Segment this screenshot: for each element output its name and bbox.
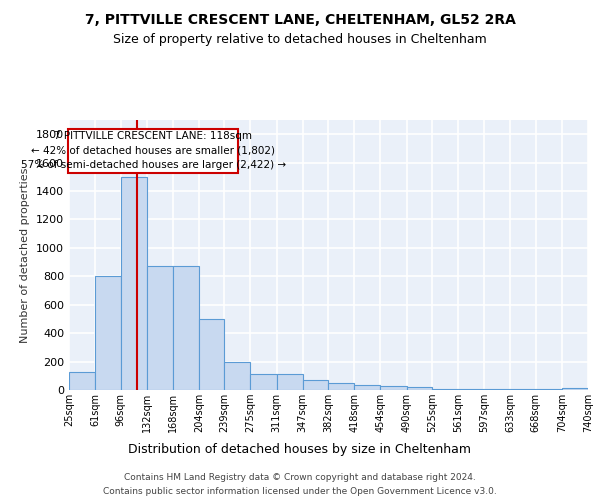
Bar <box>562 388 588 390</box>
FancyBboxPatch shape <box>68 130 238 172</box>
Bar <box>328 383 354 390</box>
Text: Contains HM Land Registry data © Crown copyright and database right 2024.: Contains HM Land Registry data © Crown c… <box>124 472 476 482</box>
Bar <box>380 386 407 390</box>
Text: ← 42% of detached houses are smaller (1,802): ← 42% of detached houses are smaller (1,… <box>31 146 275 156</box>
Text: 57% of semi-detached houses are larger (2,422) →: 57% of semi-detached houses are larger (… <box>20 160 286 170</box>
Bar <box>224 362 250 390</box>
Bar <box>95 276 121 390</box>
Bar <box>146 266 173 390</box>
Bar <box>173 266 199 390</box>
Text: 7 PITTVILLE CRESCENT LANE: 118sqm: 7 PITTVILLE CRESCENT LANE: 118sqm <box>54 131 252 141</box>
Text: Distribution of detached houses by size in Cheltenham: Distribution of detached houses by size … <box>128 442 472 456</box>
Text: Size of property relative to detached houses in Cheltenham: Size of property relative to detached ho… <box>113 32 487 46</box>
Bar <box>250 374 277 390</box>
Bar <box>303 380 328 390</box>
Bar <box>69 372 95 390</box>
Bar <box>277 374 303 390</box>
Bar <box>199 319 224 390</box>
Bar <box>121 177 146 390</box>
Text: 7, PITTVILLE CRESCENT LANE, CHELTENHAM, GL52 2RA: 7, PITTVILLE CRESCENT LANE, CHELTENHAM, … <box>85 12 515 26</box>
Text: Contains public sector information licensed under the Open Government Licence v3: Contains public sector information licen… <box>103 488 497 496</box>
Y-axis label: Number of detached properties: Number of detached properties <box>20 168 31 342</box>
Bar <box>354 385 380 390</box>
Bar <box>407 387 432 390</box>
